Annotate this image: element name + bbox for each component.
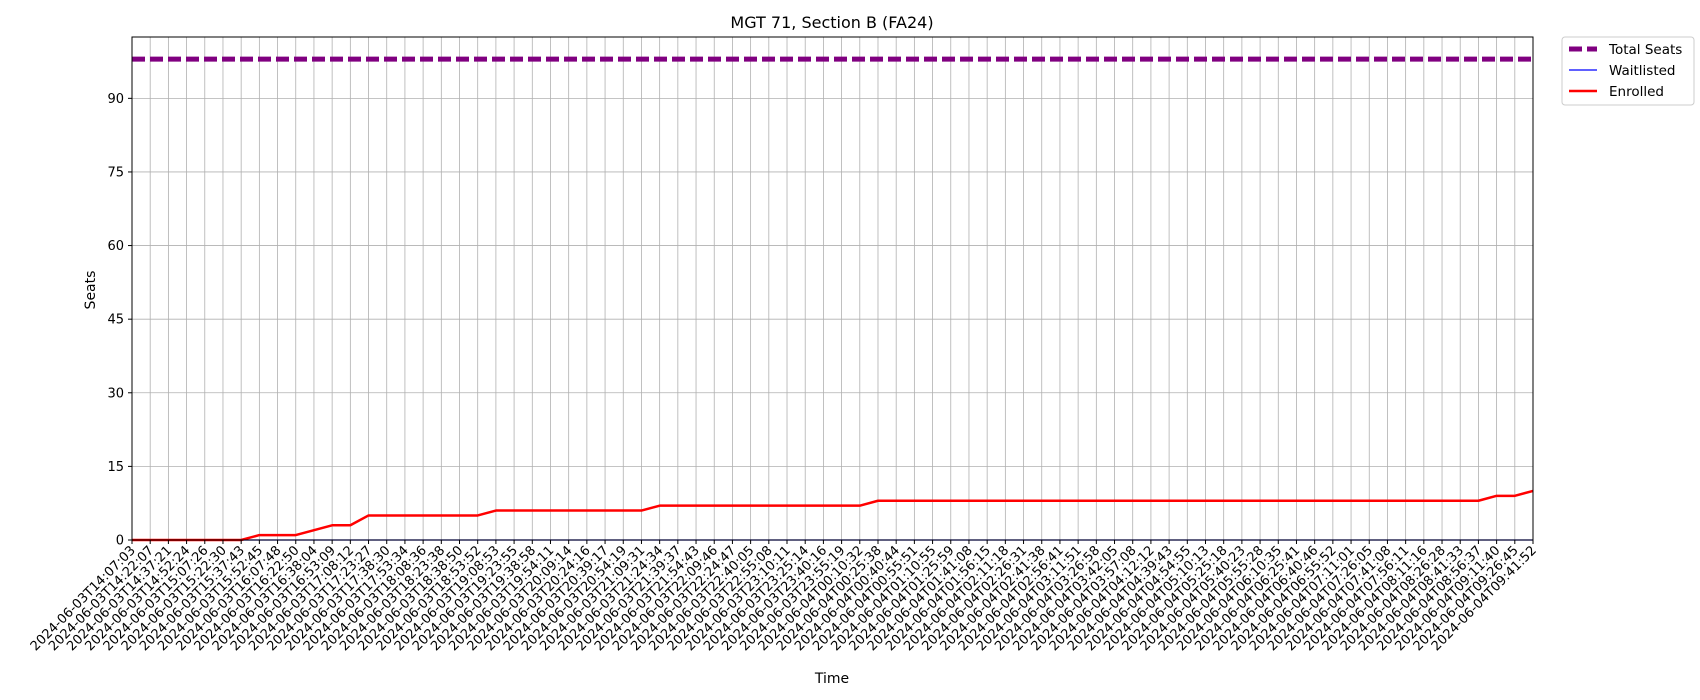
- y-axis-label: Seats: [83, 271, 99, 310]
- plot-frame: [131, 36, 1534, 541]
- y-tick-label: 45: [107, 313, 124, 328]
- x-axis-label: Time: [814, 671, 849, 687]
- y-axis: 0 15 30 45 60 75 90: [107, 92, 132, 549]
- grid: [131, 37, 1534, 541]
- legend-label-total-seats: Total Seats: [1608, 42, 1682, 58]
- series-line-enrolled: [132, 489, 1534, 542]
- legend: Total Seats Waitlisted Enrolled: [1561, 36, 1695, 106]
- y-tick-label: 90: [107, 92, 124, 107]
- y-tick-label: 75: [107, 165, 124, 180]
- legend-label-enrolled: Enrolled: [1609, 84, 1664, 100]
- y-tick-label: 60: [107, 239, 124, 254]
- chart-title: MGT 71, Section B (FA24): [730, 13, 933, 32]
- y-tick-label: 0: [116, 534, 124, 549]
- x-axis: 2024-06-03T14:07:032024-06-03T14:22:0720…: [28, 540, 1540, 654]
- y-tick-label: 30: [107, 386, 124, 401]
- y-tick-label: 15: [107, 460, 124, 475]
- legend-label-waitlisted: Waitlisted: [1609, 63, 1676, 79]
- legend-frame: [1561, 36, 1695, 106]
